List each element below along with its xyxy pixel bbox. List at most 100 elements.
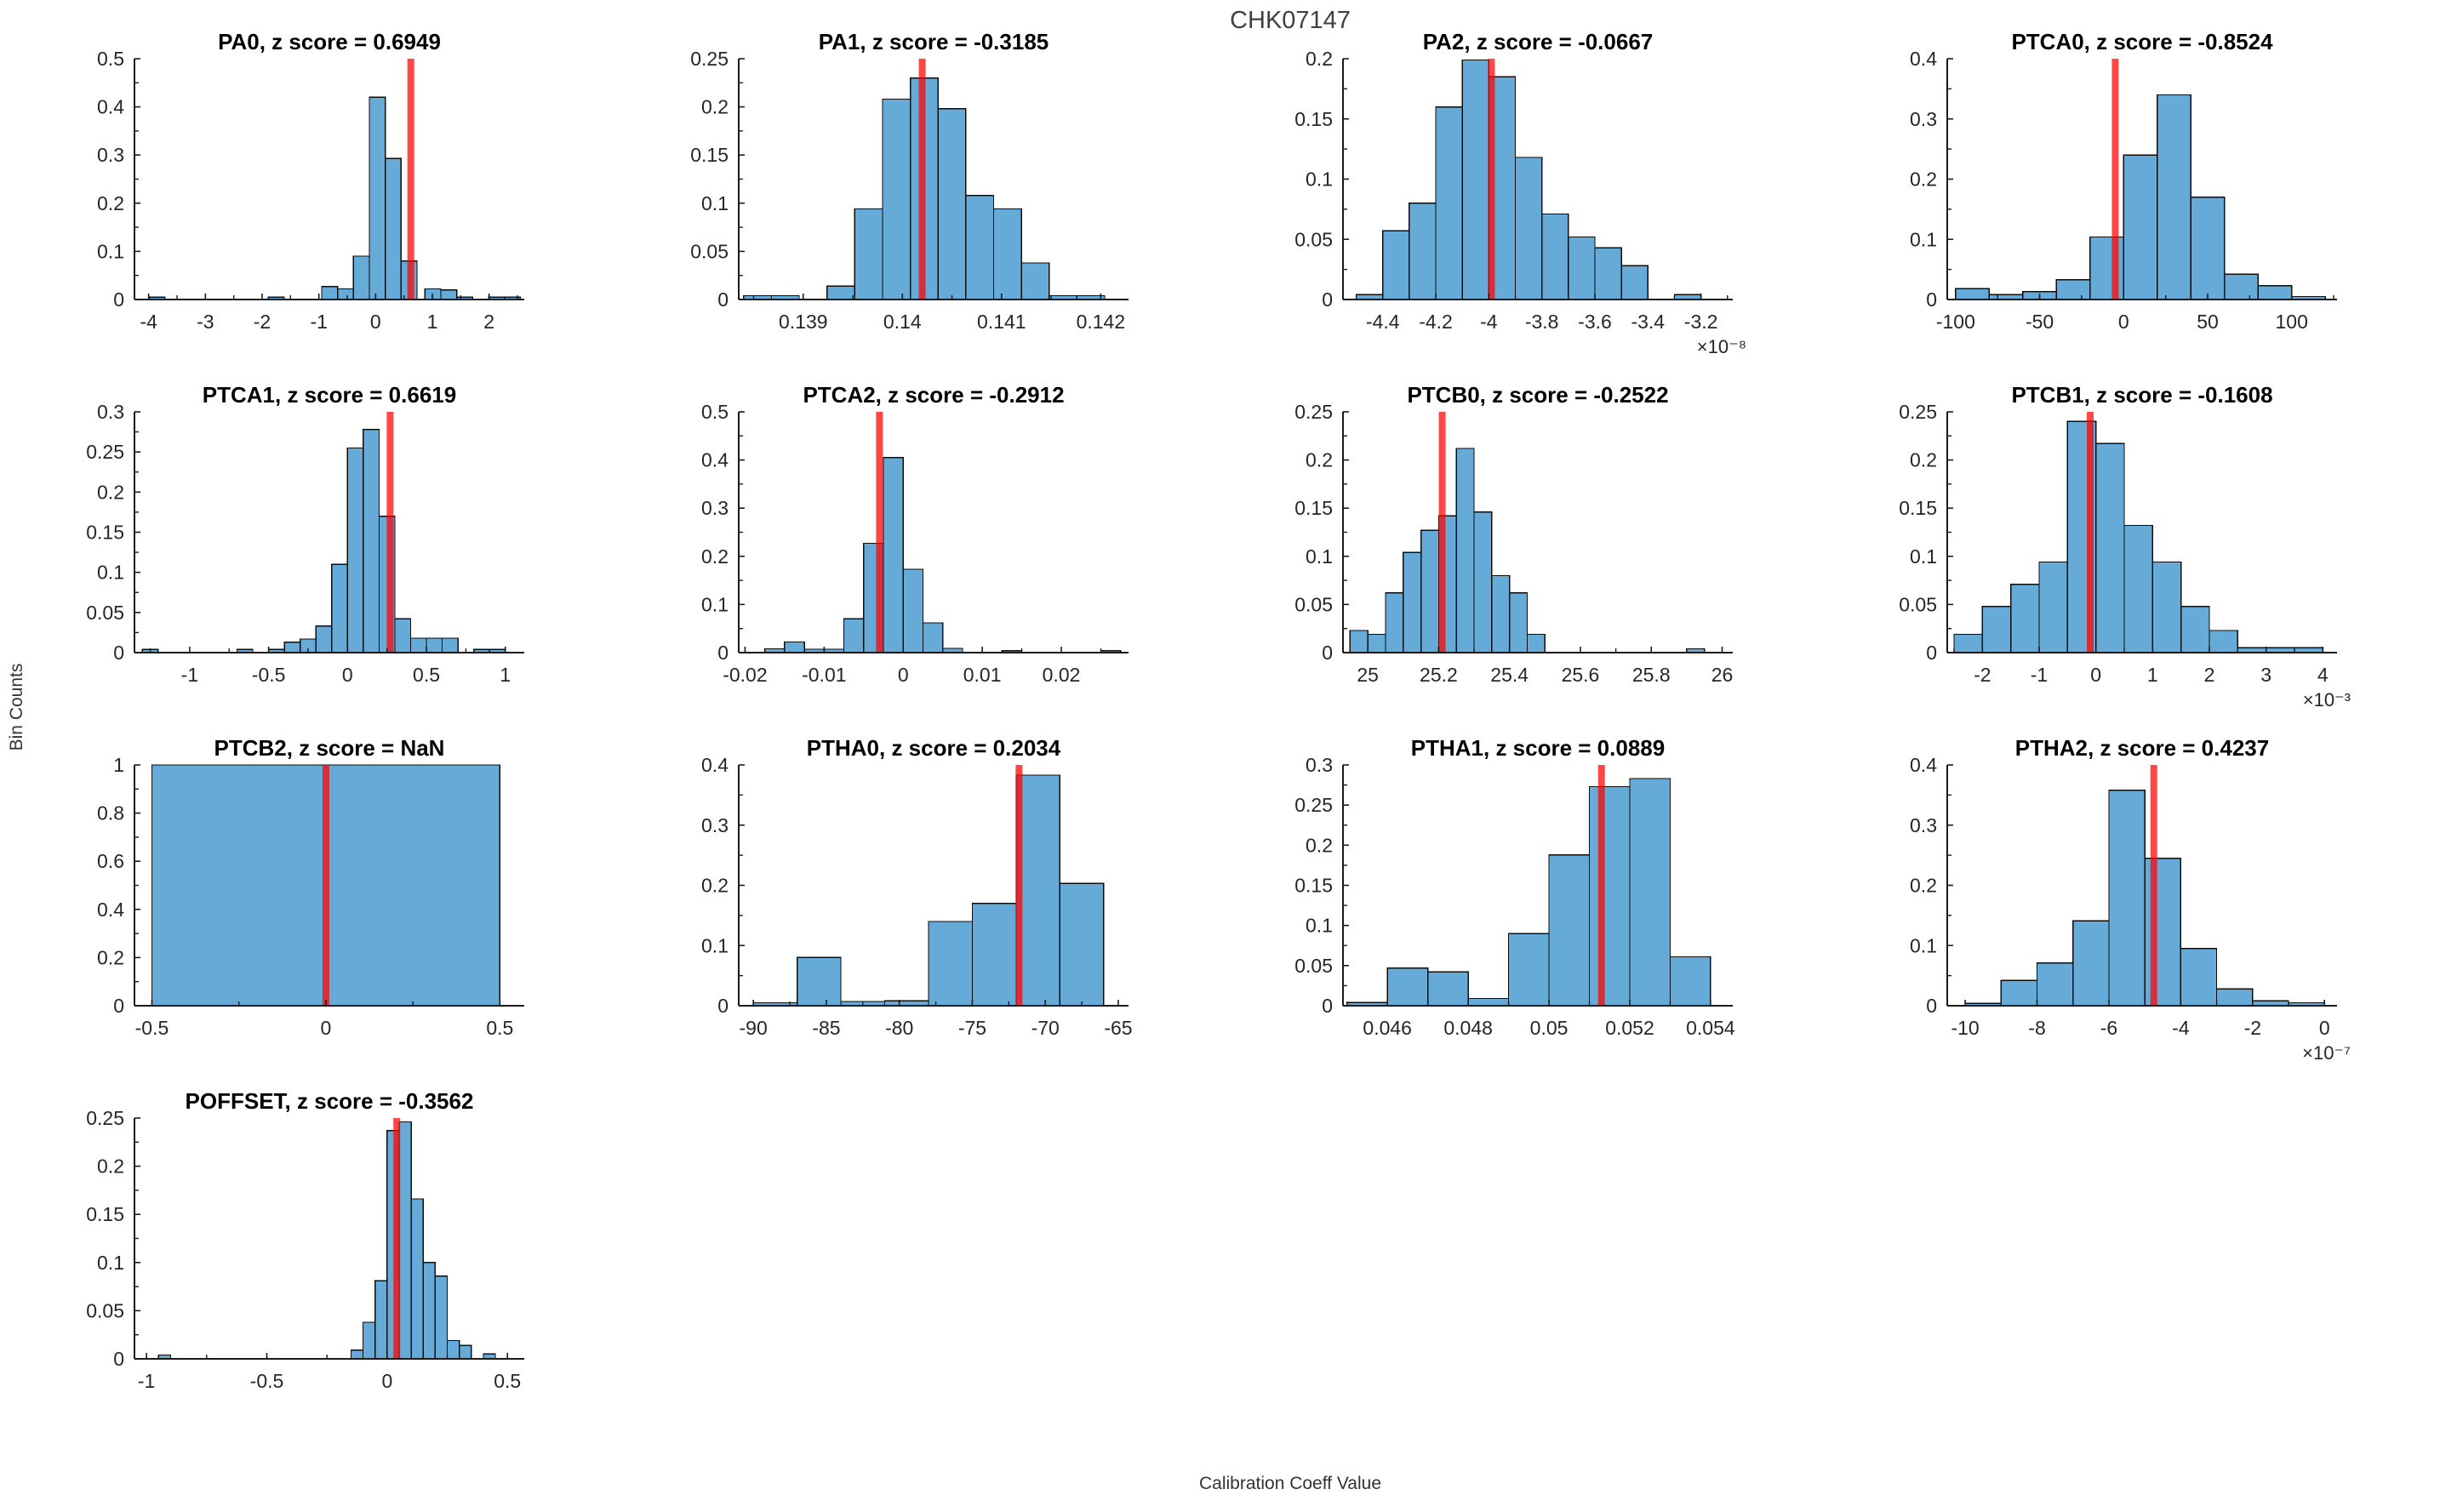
svg-text:-2: -2 (2244, 1017, 2261, 1039)
svg-text:-2: -2 (254, 311, 271, 333)
svg-text:26: 26 (1711, 664, 1734, 686)
svg-text:0.3: 0.3 (1910, 108, 1937, 130)
subplot-ptha2: -10 -8 -6 -4 -2 0 0 0.1 0.2 0.3 0.4 PTHA2, z score … (1894, 727, 2440, 1080)
svg-text:-3.4: -3.4 (1631, 311, 1665, 333)
svg-text:0.25: 0.25 (690, 48, 729, 70)
svg-text:0.05: 0.05 (1530, 1017, 1569, 1039)
svg-text:1: 1 (113, 754, 124, 776)
svg-text:0: 0 (1322, 288, 1333, 311)
subplot-ptca0: -100 -50 0 50 100 0 0.1 0.2 0.3 0.4 PTCA0, z score… (1894, 20, 2440, 374)
svg-text:0: 0 (1926, 995, 1937, 1017)
svg-text:0.4: 0.4 (1910, 754, 1937, 776)
svg-text:0.142: 0.142 (1077, 311, 1126, 333)
svg-text:50: 50 (2197, 311, 2219, 333)
svg-text:0.05: 0.05 (1294, 228, 1333, 250)
svg-text:0.15: 0.15 (86, 522, 124, 544)
svg-text:100: 100 (2276, 311, 2308, 333)
subplot-ptha1: 0.046 0.048 0.05 0.052 0.054 0 0.05 0.1 0.15 0.2 0… (1290, 727, 1894, 1080)
svg-text:0: 0 (381, 1370, 392, 1392)
svg-text:0: 0 (717, 642, 729, 664)
svg-text:0.2: 0.2 (1910, 875, 1937, 897)
svg-text:0.15: 0.15 (1294, 497, 1333, 519)
svg-text:0.25: 0.25 (1899, 401, 1937, 423)
svg-text:0.14: 0.14 (883, 311, 922, 333)
subplot-poffset: -1 -0.5 0 0.5 0 0.05 0.1 0.15 0.2 0.25 POFFSET, z … (82, 1080, 686, 1433)
svg-text:0.5: 0.5 (486, 1017, 513, 1039)
svg-text:0.3: 0.3 (1306, 754, 1333, 776)
svg-text:0.25: 0.25 (86, 1107, 124, 1129)
svg-text:PA1, z score = -0.3185: PA1, z score = -0.3185 (819, 29, 1049, 54)
svg-text:0.052: 0.052 (1605, 1017, 1654, 1039)
x-axis-label: Calibration Coeff Value (1198, 1474, 1382, 1493)
svg-text:-65: -65 (1104, 1017, 1132, 1039)
subplot-ptca1: -1 -0.5 0 0.5 1 0 0.05 0.1 0.15 0.2 0.25 0.3 PTCA1, … (82, 374, 686, 727)
svg-text:-1: -1 (310, 311, 327, 333)
svg-text:0.1: 0.1 (97, 562, 124, 584)
svg-text:-10: -10 (1951, 1017, 1979, 1039)
svg-text:0.2: 0.2 (1306, 449, 1333, 471)
svg-text:0: 0 (717, 288, 729, 311)
svg-text:-70: -70 (1031, 1017, 1060, 1039)
svg-text:-80: -80 (885, 1017, 913, 1039)
svg-text:-0.02: -0.02 (723, 664, 767, 686)
svg-text:-3.6: -3.6 (1578, 311, 1612, 333)
subplot-pa2: -4.4 -4.2 -4 -3.8 -3.6 -3.4 -3.2 0 0.05 0.1 0.15 0.… (1290, 20, 1894, 374)
subplot-ptha0: -90 -85 -80 -75 -70 -65 0 0.1 0.2 0.3 0.4 PTHA0, z … (686, 727, 1290, 1080)
svg-text:2: 2 (2204, 664, 2215, 686)
svg-text:1: 1 (500, 664, 511, 686)
svg-text:0.3: 0.3 (701, 497, 729, 519)
svg-text:0.05: 0.05 (86, 1299, 124, 1321)
svg-text:0.05: 0.05 (1899, 593, 1937, 615)
svg-text:-85: -85 (812, 1017, 840, 1039)
svg-text:25.2: 25.2 (1420, 664, 1458, 686)
svg-text:0: 0 (113, 1348, 124, 1370)
svg-text:0.046: 0.046 (1363, 1017, 1412, 1039)
svg-text:0.1: 0.1 (701, 192, 729, 214)
svg-text:0.4: 0.4 (701, 449, 729, 471)
svg-text:0.3: 0.3 (97, 144, 124, 166)
svg-text:-4.2: -4.2 (1419, 311, 1453, 333)
y-axis-label: Bin Counts (7, 663, 26, 751)
histogram-pa2-canvas: -4.4 -4.2 -4 -3.8 -3.6 -3.4 -3.2 0 0.05 0.1 0.15 0.… (1294, 29, 1746, 357)
svg-text:2: 2 (483, 311, 494, 333)
svg-text:-75: -75 (958, 1017, 986, 1039)
svg-text:0: 0 (898, 664, 909, 686)
svg-text:PA0, z score = 0.6949: PA0, z score = 0.6949 (218, 29, 441, 54)
histogram-ptcb2-canvas: -0.5 0 0.5 0 0.2 0.4 0.6 0.8 1 PTCB2, z score = N… (97, 735, 524, 1039)
svg-text:0.15: 0.15 (1899, 497, 1937, 519)
svg-text:-50: -50 (2026, 311, 2054, 333)
svg-text:×10⁻⁷: ×10⁻⁷ (2302, 1042, 2351, 1064)
svg-text:0.4: 0.4 (97, 96, 124, 118)
svg-text:0.054: 0.054 (1686, 1017, 1735, 1039)
svg-text:0.02: 0.02 (1043, 664, 1081, 686)
svg-text:0: 0 (2319, 1017, 2330, 1039)
histogram-poffset-canvas: -1 -0.5 0 0.5 0 0.05 0.1 0.15 0.2 0.25 POFFSET, z … (86, 1088, 524, 1392)
svg-text:-3.8: -3.8 (1525, 311, 1559, 333)
svg-text:0.141: 0.141 (977, 311, 1026, 333)
svg-text:0: 0 (1322, 995, 1333, 1017)
svg-text:0.4: 0.4 (1910, 48, 1937, 70)
svg-text:-8: -8 (2028, 1017, 2045, 1039)
svg-text:0.5: 0.5 (701, 401, 729, 423)
svg-text:0: 0 (1322, 642, 1333, 664)
svg-text:0.8: 0.8 (97, 802, 124, 824)
svg-text:0.05: 0.05 (1294, 955, 1333, 977)
histogram-ptcb0-canvas: 25 25.2 25.4 25.6 25.8 26 0 0.05 0.1 0.15 0.2 0.25 P… (1294, 382, 1734, 686)
svg-text:0.5: 0.5 (494, 1370, 521, 1392)
subplot-grid: -4 -3 -2 -1 0 1 2 0 0.1 0.2 0.3 0.4 0.5 PA0, z score … (82, 20, 2440, 1433)
svg-text:0: 0 (321, 1017, 332, 1039)
svg-text:0.2: 0.2 (701, 96, 729, 118)
svg-text:-3: -3 (197, 311, 214, 333)
svg-text:0: 0 (717, 995, 729, 1017)
svg-text:0.6: 0.6 (97, 850, 124, 872)
svg-text:0.4: 0.4 (97, 899, 124, 921)
svg-text:PTCB0, z score = -0.2522: PTCB0, z score = -0.2522 (1407, 382, 1668, 408)
svg-text:0.2: 0.2 (1910, 449, 1937, 471)
svg-text:25.4: 25.4 (1490, 664, 1529, 686)
svg-text:0.2: 0.2 (97, 481, 124, 503)
svg-text:-100: -100 (1936, 311, 1975, 333)
svg-text:-3.2: -3.2 (1684, 311, 1718, 333)
svg-text:1: 1 (2147, 664, 2158, 686)
svg-text:0.25: 0.25 (86, 441, 124, 463)
svg-text:0.1: 0.1 (1306, 545, 1333, 568)
